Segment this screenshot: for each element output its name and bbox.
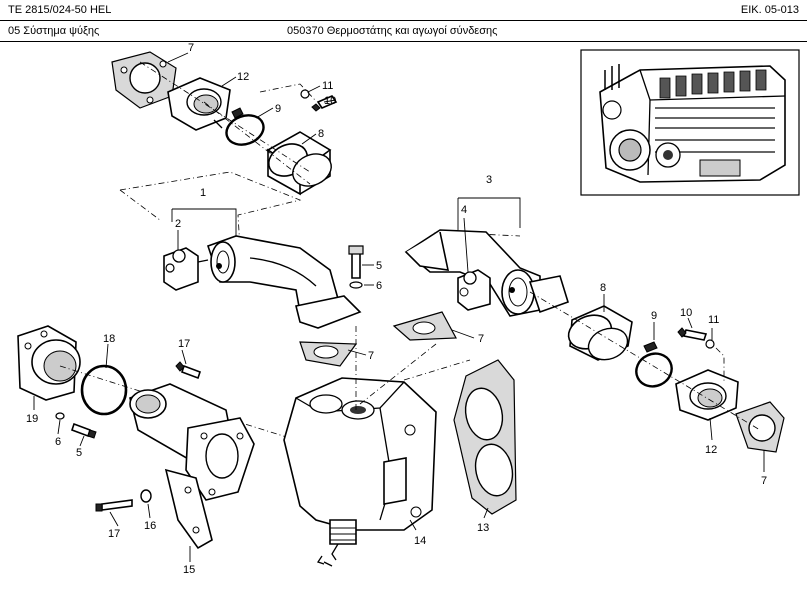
part-2-sensor-housing	[163, 247, 209, 291]
gasket-7-center-right	[392, 311, 457, 341]
document-model: TE 2815/024-50 HEL	[8, 4, 112, 16]
group-title: 05 Σύστημα ψύξης	[8, 25, 100, 37]
callout-9: 9	[275, 103, 281, 115]
callout-19: 19	[26, 413, 38, 425]
callout-17: 17	[108, 528, 120, 540]
callout-2: 2	[175, 218, 181, 230]
callout-3: 3	[486, 174, 492, 186]
header-divider-top	[0, 20, 807, 21]
callout-15: 15	[183, 564, 195, 576]
part-13-double-gasket	[453, 359, 517, 515]
callout-12: 12	[237, 71, 249, 83]
callout-10: 10	[324, 95, 336, 107]
callout-11: 11	[322, 80, 333, 92]
lower-left-bolt-and-washer	[95, 489, 152, 512]
part-14-thermostat-housing	[283, 377, 437, 567]
callout-5: 5	[76, 447, 82, 459]
callout-7: 7	[478, 333, 484, 345]
header-divider-bottom	[0, 41, 807, 42]
callout-1: 1	[200, 187, 206, 199]
figure-reference: ΕΙΚ. 05-013	[740, 4, 799, 16]
leader-lines	[33, 52, 765, 562]
callout-6: 6	[376, 280, 382, 292]
upper-bolt-17	[175, 361, 202, 380]
upper-left-fitting-group	[111, 51, 338, 196]
callout-16: 16	[144, 520, 156, 532]
part-1-elbow-pipe	[206, 235, 362, 329]
callout-labels: 7 12 11 10 9 8 1 2 3 4 5 6 8 9 10 11 7 7…	[26, 42, 767, 576]
callout-7: 7	[368, 350, 374, 362]
center-bolt-and-washer	[348, 245, 364, 289]
page-title: 050370 Θερμοστάτης και αγωγοί σύνδεσης	[287, 25, 498, 37]
callout-8: 8	[600, 282, 606, 294]
callout-11: 11	[708, 314, 719, 326]
callout-9: 9	[651, 310, 657, 322]
callout-7: 7	[761, 475, 767, 487]
callout-18: 18	[103, 333, 115, 345]
part-3-elbow-pipe	[404, 229, 569, 317]
part-15-pipe-with-bracket	[129, 383, 255, 550]
right-fitting-group	[567, 305, 785, 453]
callout-13: 13	[477, 522, 489, 534]
callout-10: 10	[680, 307, 692, 319]
callout-17: 17	[178, 338, 190, 350]
callout-8: 8	[318, 128, 324, 140]
engine-overview-inset	[580, 49, 800, 196]
callout-6: 6	[55, 436, 61, 448]
callout-4: 4	[461, 204, 467, 216]
left-fitting-group	[17, 325, 128, 439]
part-4-sensor-housing	[457, 269, 491, 311]
callout-5: 5	[376, 260, 382, 272]
gasket-7-center-left	[299, 341, 358, 367]
callout-14: 14	[414, 535, 426, 547]
callout-7: 7	[188, 42, 194, 54]
callout-12: 12	[705, 444, 717, 456]
